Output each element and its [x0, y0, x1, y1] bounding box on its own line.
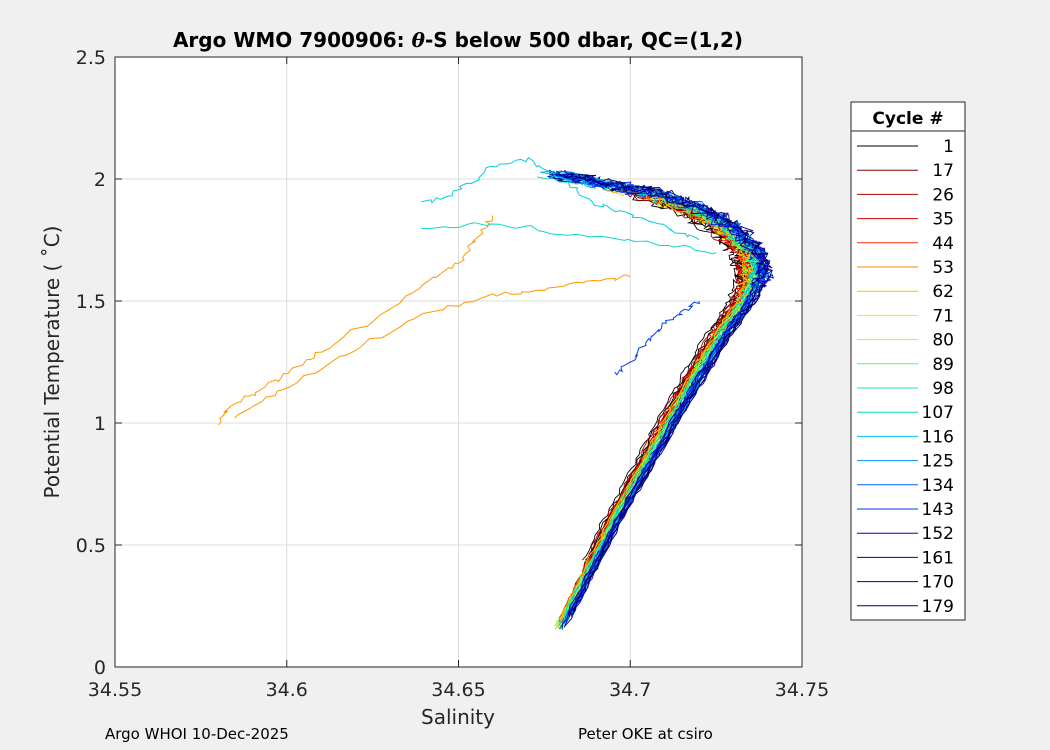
- legend-label-53: 53: [932, 258, 954, 278]
- y-tick-label: 2: [94, 169, 106, 191]
- legend-label-71: 71: [932, 306, 954, 326]
- title-prefix: Argo WMO 7900906:: [173, 28, 412, 52]
- profile-62: [554, 188, 753, 627]
- x-tick-label: 34.7: [609, 679, 651, 701]
- legend-label-44: 44: [932, 234, 954, 254]
- legend-label-62: 62: [932, 282, 954, 302]
- y-tick-label: 1.5: [76, 291, 106, 313]
- x-tick-label: 34.6: [266, 679, 308, 701]
- profile-107: [537, 173, 758, 626]
- legend-label-1: 1: [943, 137, 954, 157]
- profile-179: [564, 169, 773, 615]
- x-axis-label: Salinity: [421, 705, 495, 729]
- title-suffix: -S below 500 dbar, QC=(1,2): [425, 28, 743, 52]
- legend-label-161: 161: [922, 548, 954, 568]
- legend: Cycle # 1 17 26 35 44 53 62 71 80 89 98 107 116 125 13…: [850, 101, 966, 621]
- legend-label-134: 134: [922, 476, 954, 496]
- legend-label-80: 80: [932, 331, 954, 351]
- legend-title: Cycle #: [872, 109, 943, 129]
- outlier-profile-116: [421, 157, 700, 241]
- x-tick-label: 34.55: [88, 679, 142, 701]
- y-tick-label: 0: [94, 657, 106, 679]
- outlier-profile-143: [614, 300, 700, 376]
- legend-items: 1 17 26 35 44 53 62 71 80 89 98 107 116 125 134 143 152 1…: [857, 137, 954, 617]
- outlier-profile-53: [234, 274, 631, 419]
- profile-161: [551, 172, 764, 630]
- legend-label-170: 170: [922, 573, 954, 593]
- legend-label-116: 116: [922, 427, 954, 447]
- legend-label-26: 26: [932, 185, 954, 205]
- legend-label-107: 107: [922, 403, 954, 423]
- x-tick-label: 34.75: [775, 679, 829, 701]
- data-curves: [218, 157, 775, 630]
- profile-179: [556, 170, 769, 612]
- legend-label-179: 179: [922, 597, 954, 617]
- profile-89: [564, 197, 755, 613]
- y-tick-label: 1: [94, 413, 106, 435]
- title-theta: θ: [412, 28, 426, 52]
- profile-98: [559, 204, 760, 627]
- legend-label-35: 35: [932, 210, 954, 230]
- legend-label-152: 152: [922, 524, 954, 544]
- legend-label-143: 143: [922, 500, 954, 520]
- legend-label-98: 98: [932, 379, 954, 399]
- footer-right: Peter OKE at csiro: [578, 725, 713, 743]
- profile-170: [549, 173, 765, 616]
- legend-label-17: 17: [932, 161, 954, 181]
- y-tick-label: 2.5: [76, 47, 106, 69]
- outlier-profile-116: [421, 222, 717, 255]
- x-tick-label: 34.65: [431, 679, 485, 701]
- y-tick-label: 0.5: [76, 535, 106, 557]
- y-axis-label: Potential Temperature ( ˚C): [40, 226, 64, 499]
- chart-title: Argo WMO 7900906: θ-S below 500 dbar, QC…: [173, 28, 743, 52]
- footer-left: Argo WHOI 10-Dec-2025: [105, 725, 289, 743]
- legend-label-125: 125: [922, 452, 954, 472]
- axis-ticks: 34.55 34.6 34.65 34.7 34.75 0 0.5 1 1.5 2 2.5: [76, 47, 829, 701]
- legend-label-89: 89: [932, 355, 954, 375]
- outlier-profile-53: [218, 215, 494, 426]
